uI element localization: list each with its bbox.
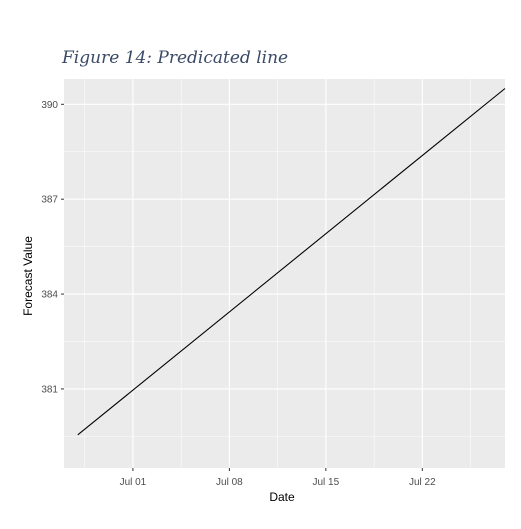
figure-title: Figure 14: Predicated line: [62, 48, 289, 68]
plot-panel: [64, 79, 505, 468]
forecast-line: [77, 88, 506, 436]
series-layer: [77, 88, 506, 436]
minor-grid: [64, 79, 505, 468]
major-grid: [64, 79, 505, 468]
x-tick-label: Jul 22: [409, 477, 436, 488]
axes: Jul 01 Jul 08 Jul 15 Jul 22 381 384 387 390: [41, 100, 436, 488]
y-tick-label: 384: [41, 290, 58, 301]
x-tick-label: Jul 01: [120, 477, 147, 488]
y-tick-label: 387: [41, 195, 58, 206]
x-axis-title: Date: [269, 490, 295, 504]
x-tick-label: Jul 08: [216, 477, 243, 488]
y-axis-title: Forecast Value: [21, 236, 35, 316]
y-tick-label: 381: [41, 384, 58, 395]
y-tick-label: 390: [41, 100, 58, 111]
x-tick-label: Jul 15: [313, 477, 340, 488]
